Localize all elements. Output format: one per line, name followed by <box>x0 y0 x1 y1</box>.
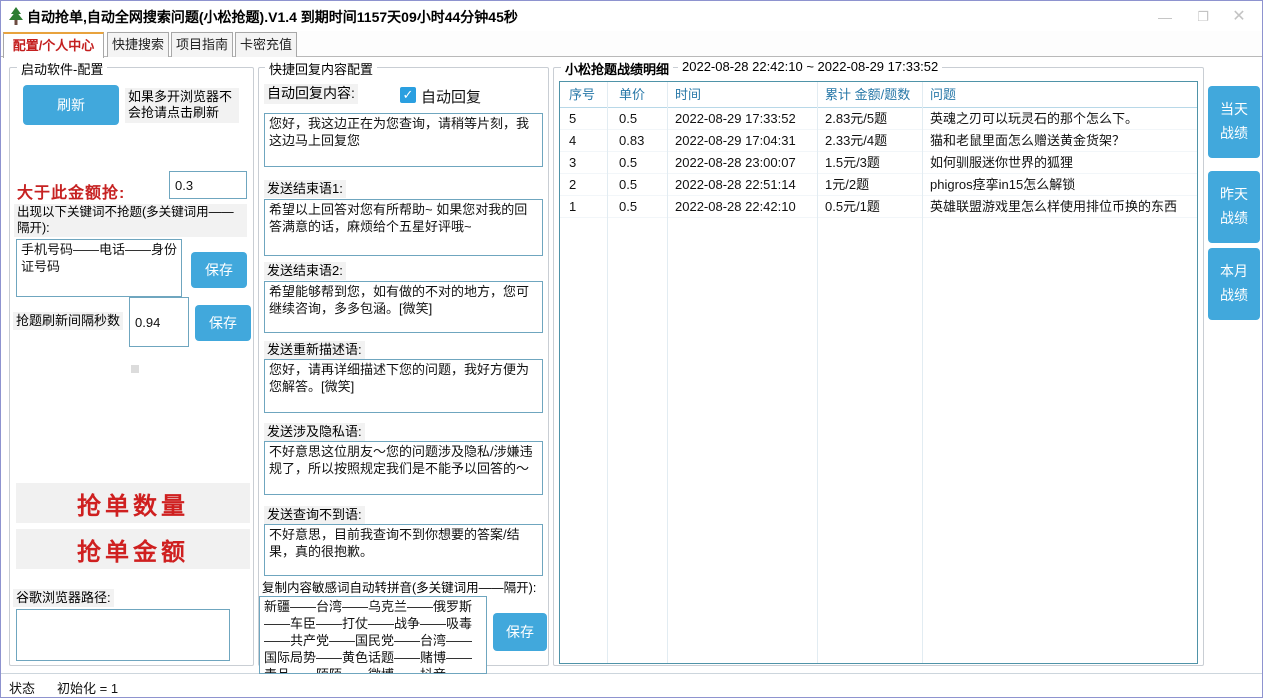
cell-total: 2.33元/4题 <box>825 133 888 148</box>
interval-label: 抢题刷新间隔秒数 <box>13 312 124 331</box>
maximize-button[interactable]: ❐ <box>1197 9 1209 24</box>
header-time: 时间 <box>675 87 702 102</box>
cell-question: phigros痉挛in15怎么解锁 <box>930 177 1076 192</box>
cell-seq: 3 <box>569 155 577 170</box>
tab-card-recharge[interactable]: 卡密充值 <box>235 32 297 57</box>
month-results-button[interactable]: 本月战绩 <box>1208 248 1260 320</box>
save-interval-button[interactable]: 保存 <box>195 305 251 341</box>
cell-total: 2.83元/5题 <box>825 111 888 126</box>
cell-time: 2022-08-28 22:42:10 <box>675 199 796 214</box>
cell-question: 猫和老鼠里面怎么赠送黄金货架？ <box>930 133 1126 148</box>
skip-keywords-label: 出现以下关键词不抢题(多关键词用——隔开): <box>14 204 247 238</box>
chrome-path-label: 谷歌浏览器路径: <box>13 589 114 608</box>
title-bar: 自动抢单,自动全网搜索问题(小松抢题).V1.4 到期时间1157天09小时44… <box>1 1 1262 31</box>
cell-price: 0.5 <box>619 155 638 170</box>
not-found-label: 发送查询不到语: <box>264 506 365 525</box>
tab-bar: 配置/个人中心 快捷搜索 项目指南 卡密充值 <box>1 31 1262 58</box>
pinyin-textarea[interactable]: 新疆——台湾——乌克兰——俄罗斯——车臣——打仗——战争——吸毒——共产党——国… <box>259 596 487 674</box>
save-keywords-button[interactable]: 保存 <box>191 252 247 288</box>
today-results-button[interactable]: 当天战绩 <box>1208 86 1260 158</box>
table-row[interactable]: 3 0.5 2022-08-28 23:00:07 1.5元/3题 如何驯服迷你世界的狐… <box>560 152 1197 174</box>
cell-question: 英魂之刃可以玩灵石的那个怎么下。 <box>930 111 1139 126</box>
cell-question: 如何驯服迷你世界的狐狸 <box>930 155 1074 170</box>
refresh-button[interactable]: 刷新 <box>23 85 119 125</box>
interval-input[interactable] <box>129 297 189 347</box>
closing-2-textarea[interactable]: 希望能够帮到您，如有做的不对的地方，您可继续咨询，多多包涵。[微笑] <box>264 281 543 333</box>
cell-price: 0.83 <box>619 133 645 148</box>
decor-square <box>131 365 139 373</box>
order-count-label: 抢单数量 <box>16 483 250 523</box>
header-price: 单价 <box>619 87 646 102</box>
window-title: 自动抢单,自动全网搜索问题(小松抢题).V1.4 到期时间1157天09小时44… <box>27 9 518 25</box>
cell-price: 0.5 <box>619 111 638 126</box>
table-column-divider <box>607 82 608 663</box>
save-pinyin-button[interactable]: 保存 <box>493 613 547 651</box>
closing-1-textarea[interactable]: 希望以上回答对您有所帮助~ 如果您对我的回答满意的话，麻烦给个五星好评哦~ <box>264 199 543 256</box>
tab-config-personal-center[interactable]: 配置/个人中心 <box>3 32 104 58</box>
closing-2-label: 发送结束语2: <box>264 262 346 281</box>
chrome-path-textarea[interactable] <box>16 609 230 661</box>
quick-reply-legend: 快捷回复内容配置 <box>265 59 378 78</box>
pinyin-label: 复制内容敏感词自动转拼音(多关键词用——隔开): <box>259 580 540 598</box>
order-amount-label: 抢单金额 <box>16 529 250 569</box>
tab-quick-search[interactable]: 快捷搜索 <box>107 32 169 57</box>
cell-time: 2022-08-29 17:04:31 <box>675 133 796 148</box>
header-seq: 序号 <box>569 87 596 102</box>
results-legend-title: 小松抢题战绩明细 <box>561 59 674 78</box>
table-row[interactable]: 5 0.5 2022-08-29 17:33:52 2.83元/5题 英魂之刃可以玩灵石… <box>560 108 1197 130</box>
min-amount-input[interactable] <box>169 171 247 199</box>
refresh-note: 如果多开浏览器不会抢请点击刷新 <box>125 88 239 123</box>
privacy-textarea[interactable]: 不好意思这位朋友～您的问题涉及隐私/涉嫌违规了，所以按照规定我们是不能予以回答的… <box>264 441 543 495</box>
table-column-divider <box>922 82 923 663</box>
not-found-textarea[interactable]: 不好意思，目前我查询不到你想要的答案/结果，真的很抱歉。 <box>264 524 543 576</box>
header-total: 累计 金额/题数 <box>825 87 911 102</box>
yesterday-results-button[interactable]: 昨天战绩 <box>1208 171 1260 243</box>
table-column-divider <box>667 82 668 663</box>
privacy-label: 发送涉及隐私语: <box>264 423 365 442</box>
results-table: 序号 单价 时间 累计 金额/题数 问题 5 0.5 2022-08-29 17:33:52… <box>559 81 1198 664</box>
auto-reply-checkbox-label: 自动回复 <box>421 89 482 106</box>
status-bar: 状态 初始化 = 1 <box>1 673 1262 697</box>
results-legend-range: 2022-08-28 22:42:10 ~ 2022-08-29 17:33:5… <box>678 59 943 74</box>
auto-reply-textarea[interactable]: 您好，我这边正在为您查询，请稍等片刻，我这边马上回复您 <box>264 113 543 167</box>
cell-time: 2022-08-28 23:00:07 <box>675 155 796 170</box>
redescribe-textarea[interactable]: 您好，请再详细描述下您的问题，我好方便为您解答。[微笑] <box>264 359 543 413</box>
tab-project-guide[interactable]: 项目指南 <box>171 32 233 57</box>
cell-seq: 5 <box>569 111 577 126</box>
status-value: 初始化 = 1 <box>57 681 119 696</box>
header-question: 问题 <box>930 87 957 102</box>
app-tree-icon <box>9 7 23 25</box>
cell-time: 2022-08-28 22:51:14 <box>675 177 796 192</box>
cell-seq: 4 <box>569 133 577 148</box>
auto-reply-checkbox[interactable]: ✓ <box>400 87 416 103</box>
cell-price: 0.5 <box>619 199 638 214</box>
cell-seq: 2 <box>569 177 577 192</box>
table-row[interactable]: 4 0.83 2022-08-29 17:04:31 2.33元/4题 猫和老鼠里面怎么… <box>560 130 1197 152</box>
closing-1-label: 发送结束语1: <box>264 180 346 199</box>
skip-keywords-textarea[interactable]: 手机号码——电话——身份证号码 <box>16 239 182 297</box>
table-column-divider <box>817 82 818 663</box>
cell-question: 英雄联盟游戏里怎么样使用排位币换的东西 <box>930 199 1178 214</box>
table-row[interactable]: 2 0.5 2022-08-28 22:51:14 1元/2题 phigros痉挛in1… <box>560 174 1197 196</box>
cell-time: 2022-08-29 17:33:52 <box>675 111 796 126</box>
table-header-row: 序号 单价 时间 累计 金额/题数 问题 <box>560 82 1197 108</box>
table-row[interactable]: 1 0.5 2022-08-28 22:42:10 0.5元/1题 英雄联盟游戏里怎么样… <box>560 196 1197 218</box>
redescribe-label: 发送重新描述语: <box>264 341 365 360</box>
cell-total: 1元/2题 <box>825 177 870 192</box>
launch-config-legend: 启动软件-配置 <box>17 59 108 78</box>
status-label: 状态 <box>9 681 36 696</box>
min-amount-label: 大于此金额抢: <box>17 185 126 202</box>
cell-price: 0.5 <box>619 177 638 192</box>
auto-reply-label: 自动回复内容: <box>264 84 358 104</box>
table-rows: 5 0.5 2022-08-29 17:33:52 2.83元/5题 英魂之刃可以玩灵石… <box>560 108 1197 218</box>
cell-total: 1.5元/3题 <box>825 155 880 170</box>
minimize-button[interactable]: — <box>1158 9 1172 25</box>
cell-seq: 1 <box>569 199 577 214</box>
cell-total: 0.5元/1题 <box>825 199 880 214</box>
close-button[interactable]: ✕ <box>1232 8 1246 25</box>
launch-config-group <box>9 67 254 666</box>
